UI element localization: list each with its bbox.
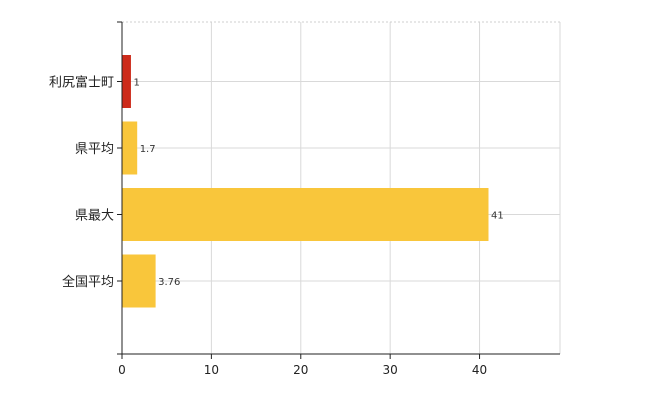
y-tick-label: 県平均 bbox=[75, 142, 114, 157]
x-tick-label: 40 bbox=[472, 363, 487, 377]
bar-layer bbox=[122, 55, 489, 308]
y-tick-label: 利尻富士町 bbox=[49, 75, 114, 91]
x-tick-label: 20 bbox=[293, 363, 308, 377]
label-layer: 1 利尻富士町 1.7 県平均 41 県最大 3.76 全国平均 0 10 20 30 40 bbox=[49, 75, 504, 378]
bar bbox=[122, 188, 489, 241]
bar bbox=[122, 121, 138, 175]
bar bbox=[122, 55, 131, 108]
bar-value-label: 1.7 bbox=[140, 144, 156, 155]
bar-value-label: 41 bbox=[491, 211, 504, 222]
bar-value-label: 1 bbox=[133, 78, 139, 89]
y-tick-label: 全国平均 bbox=[62, 274, 114, 290]
y-tick-label: 県最大 bbox=[75, 209, 114, 224]
x-tick-label: 0 bbox=[118, 363, 126, 377]
x-tick-label: 30 bbox=[383, 363, 398, 377]
axis-layer bbox=[117, 21, 560, 359]
bar-value-label: 3.76 bbox=[158, 277, 180, 288]
x-tick-label: 10 bbox=[204, 363, 219, 377]
bar bbox=[122, 254, 156, 308]
